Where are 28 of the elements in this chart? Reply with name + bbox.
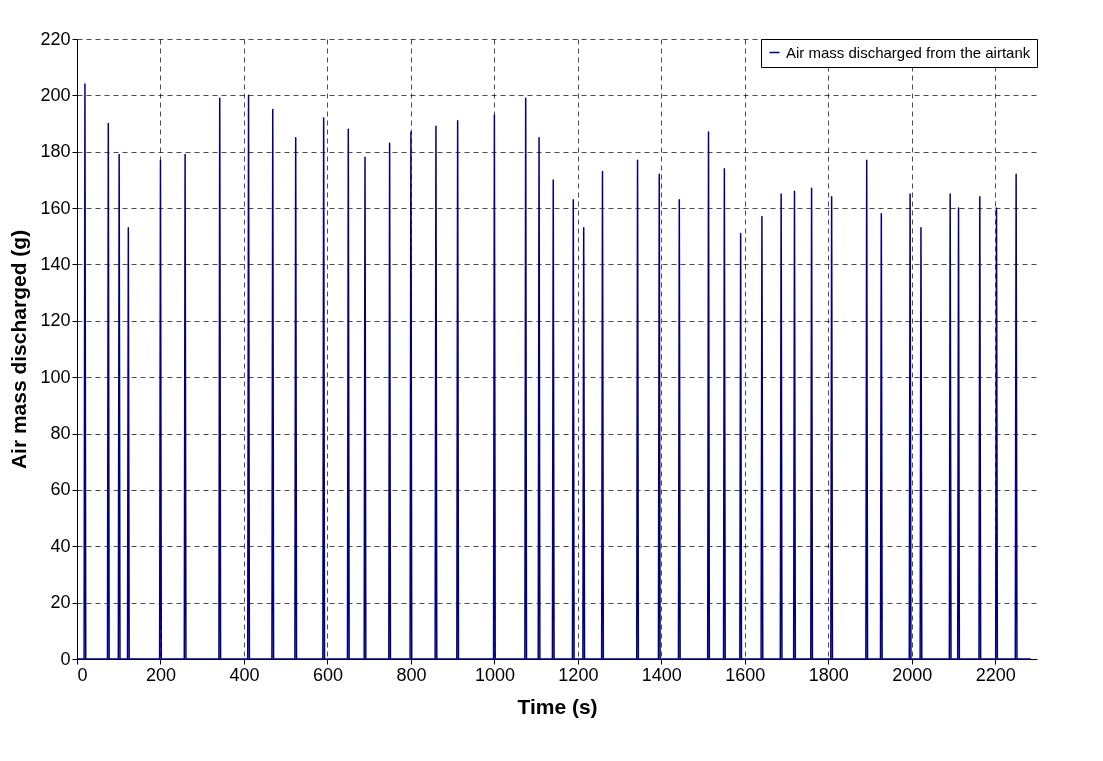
x-tick-label: 600 xyxy=(312,664,343,685)
y-axis-title: Air mass discharged (g) xyxy=(7,229,31,470)
x-tick-label: 200 xyxy=(145,664,176,685)
x-tick-label: 1400 xyxy=(641,664,682,685)
y-tick-label: 20 xyxy=(50,592,71,613)
x-tick-label: 400 xyxy=(229,664,260,685)
x-tick-label: 1600 xyxy=(725,664,766,685)
x-tick-label: 2000 xyxy=(892,664,933,685)
x-tick-label: 800 xyxy=(396,664,427,685)
y-tick-label: 220 xyxy=(40,28,71,49)
x-axis-title: Time (s) xyxy=(517,694,598,718)
x-tick-label: 0 xyxy=(77,664,88,685)
y-tick-label: 140 xyxy=(40,253,71,274)
y-tick-label: 200 xyxy=(40,84,71,105)
y-tick-label: 80 xyxy=(50,423,71,444)
legend-label: Air mass discharged from the airtank xyxy=(786,43,1031,61)
y-tick-label: 160 xyxy=(40,197,71,218)
x-tick-label: 1000 xyxy=(474,664,515,685)
y-tick-label: 0 xyxy=(60,648,71,669)
x-tick-label: 2200 xyxy=(975,664,1016,685)
line-series xyxy=(76,83,1032,660)
x-tick-label: 1200 xyxy=(558,664,599,685)
x-tick-label: 1800 xyxy=(808,664,849,685)
y-tick-label: 180 xyxy=(40,141,71,162)
y-tick-label: 40 xyxy=(50,535,71,556)
y-tick-label: 60 xyxy=(50,479,71,500)
y-tick-label: 100 xyxy=(40,366,71,387)
y-tick-label: 120 xyxy=(40,310,71,331)
